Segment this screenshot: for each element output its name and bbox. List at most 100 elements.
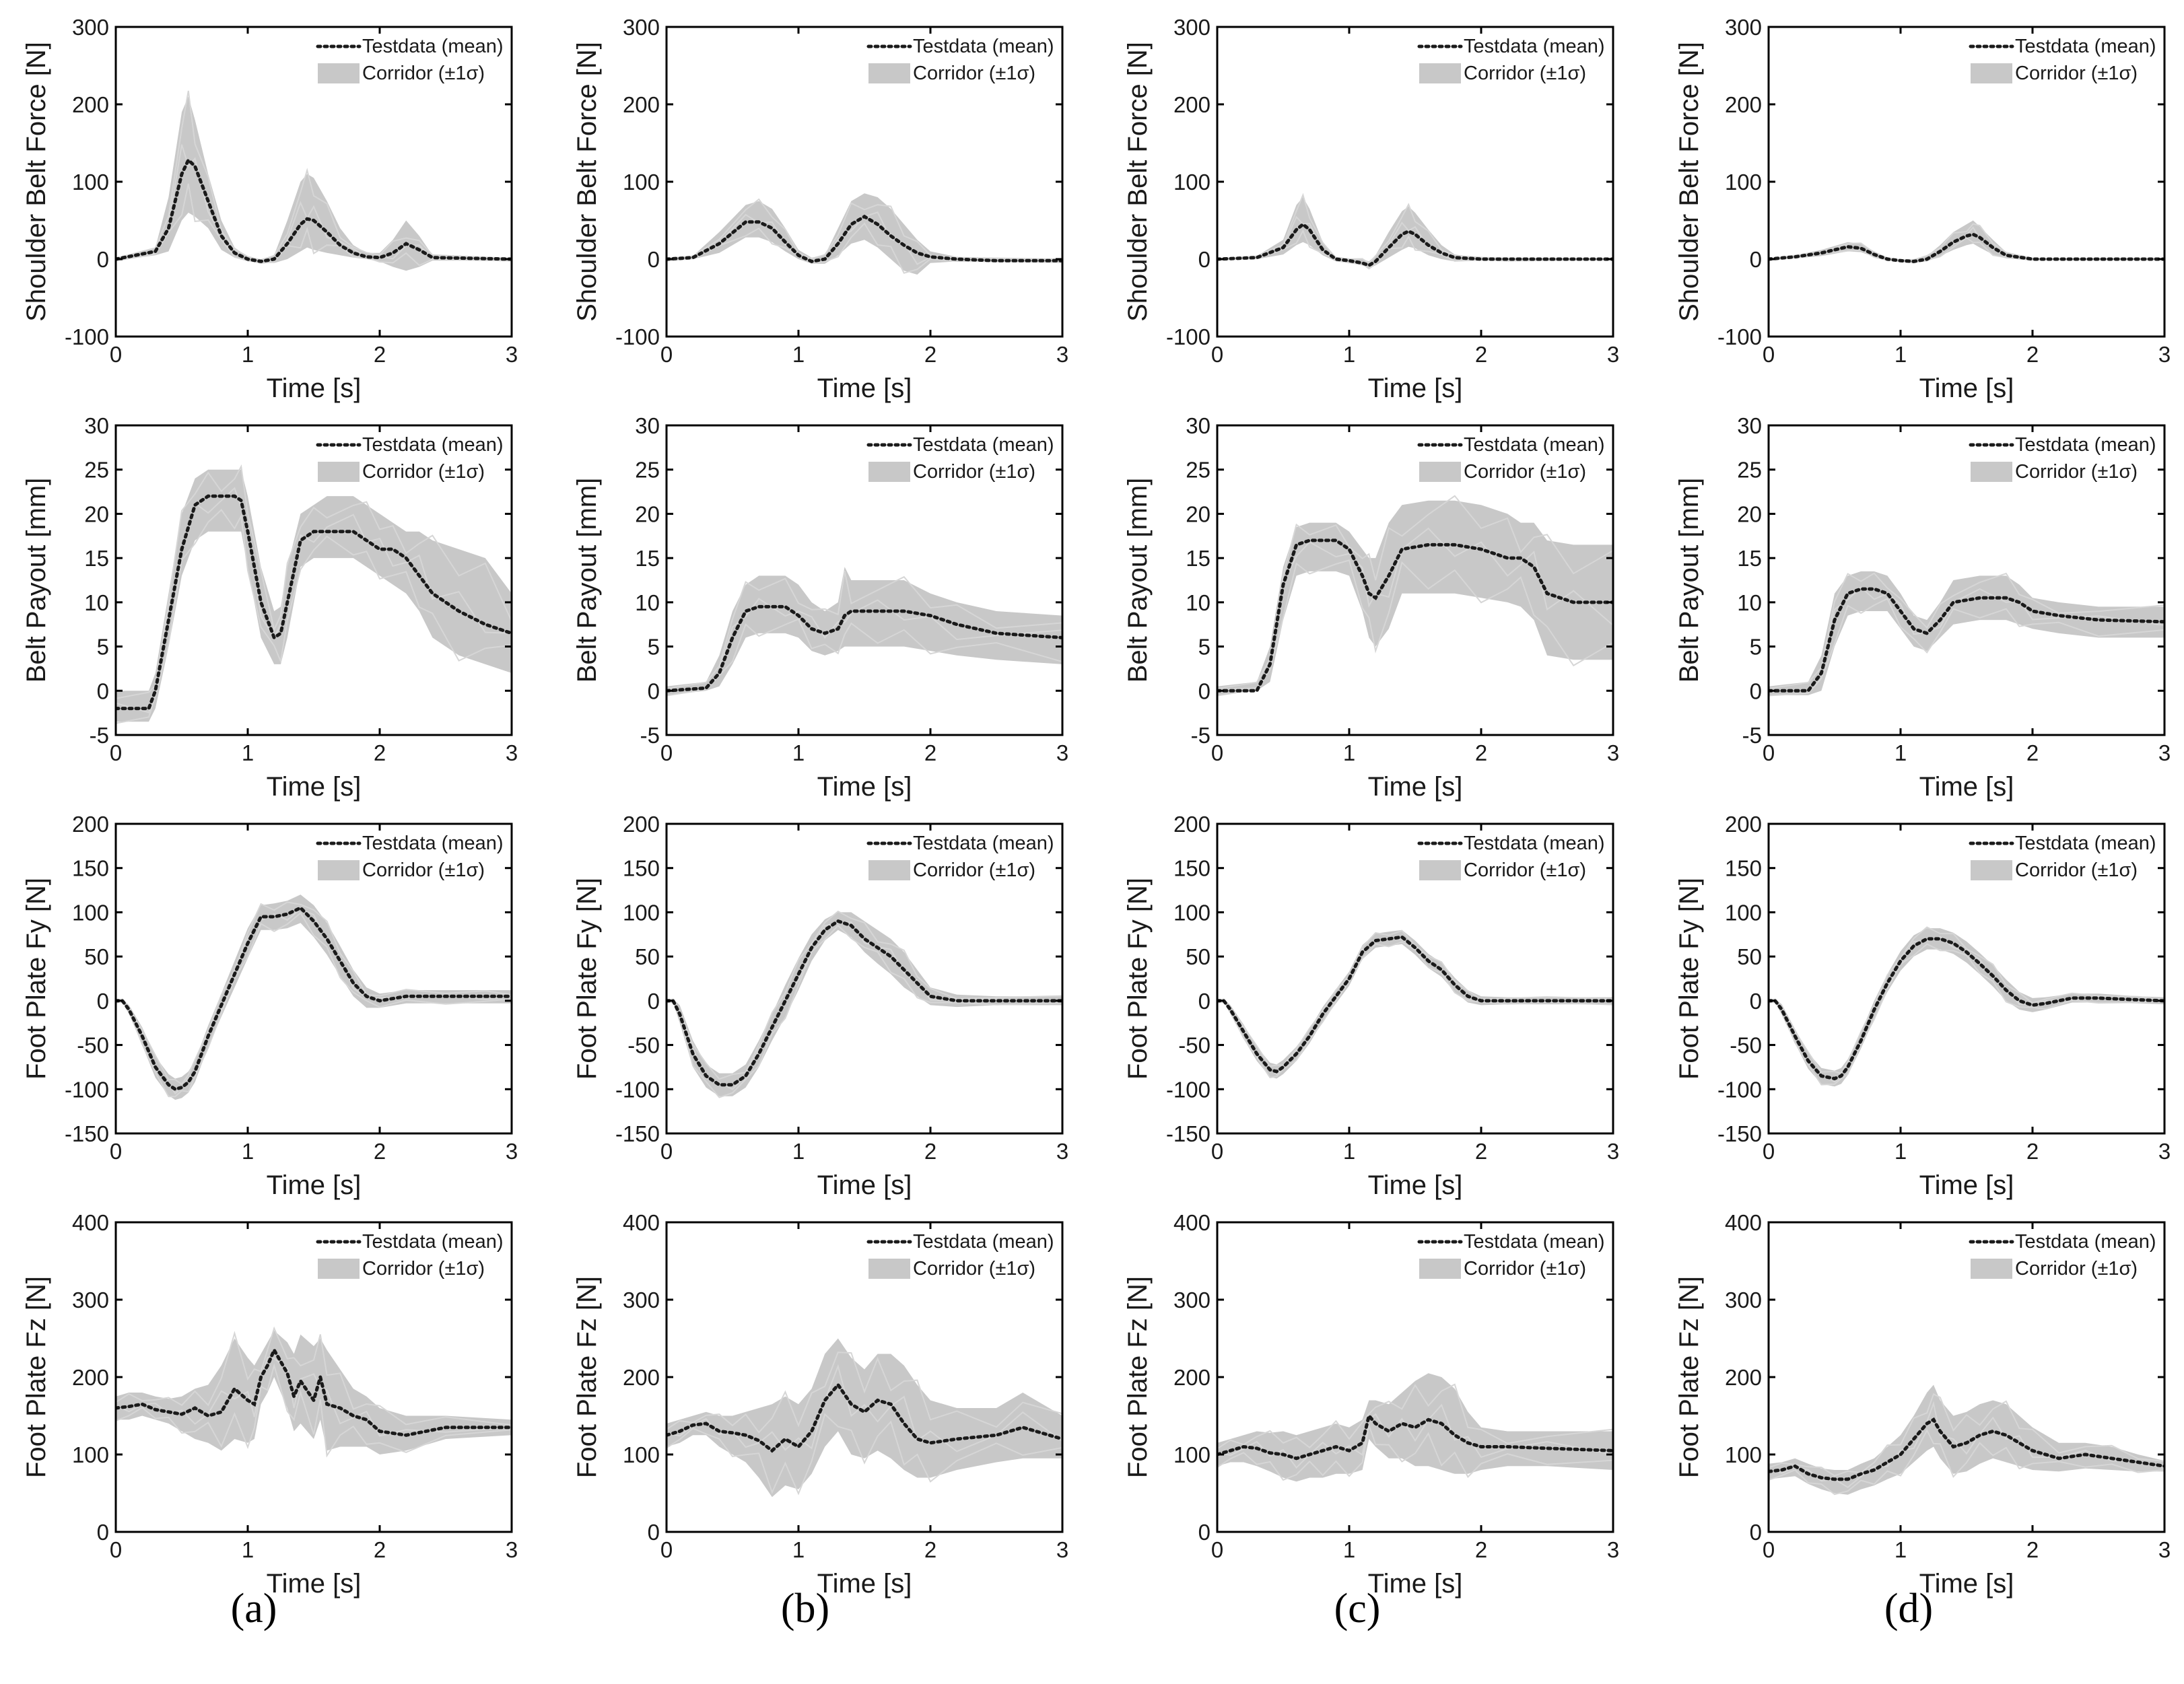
y-axis-label: Foot Plate Fy [N]: [22, 878, 51, 1080]
mean-line: [1769, 587, 2164, 693]
mean-line: [1769, 1417, 2164, 1481]
axes-box: [114, 424, 513, 736]
x-tick-label: 2: [2026, 342, 2039, 367]
y-tick-label: 50: [1737, 944, 1762, 969]
y-tick-label: 5: [97, 635, 109, 660]
x-tick-label: 1: [242, 342, 254, 367]
y-tick-label: 300: [1173, 1288, 1210, 1312]
panel-label-a: (a): [231, 1586, 277, 1632]
subplot-3-a: 0 1 2 3 -150 -100 -50 0 50 100 150 200 Time [s] Foot …: [22, 812, 518, 1200]
legend-corridor-swatch: [318, 63, 360, 83]
x-tick-label: 3: [2158, 342, 2171, 367]
subplot-3-b: 0 1 2 3 -150 -100 -50 0 50 100 150 200 Time [s] Foot …: [572, 812, 1068, 1200]
corridor-band: [1769, 220, 2164, 263]
legend-corridor-swatch: [868, 462, 910, 482]
y-tick-label: 150: [1725, 856, 1762, 881]
legend-corridor-swatch: [1419, 860, 1461, 880]
individual-test-trace: [1217, 936, 1613, 1076]
legend-corridor-swatch: [868, 1259, 910, 1279]
y-tick-label: -100: [1166, 324, 1210, 349]
plot-area: [1769, 571, 2164, 697]
x-tick-label: 1: [792, 1139, 805, 1164]
y-tick-label: 100: [1725, 900, 1762, 925]
corridor-band: [1769, 928, 2164, 1087]
axes-box: [1216, 424, 1614, 736]
x-axis-label: Time [s]: [1368, 772, 1463, 802]
y-tick-label: 150: [72, 856, 109, 881]
y-tick-label: 0: [97, 247, 109, 272]
y-tick-label: 200: [623, 812, 660, 837]
y-tick-label: 10: [635, 590, 660, 615]
x-axis-label: Time [s]: [1919, 1170, 2014, 1200]
x-tick-label: 1: [242, 740, 254, 765]
y-axis-label: Belt Payout [mm]: [1123, 478, 1153, 683]
axes-box: [1767, 822, 2166, 1135]
individual-test-trace: [667, 910, 1062, 1080]
y-axis-label: Foot Plate Fz [N]: [1674, 1276, 1704, 1478]
y-tick-label: 0: [1750, 1520, 1762, 1545]
legend-corridor-label: Corridor (±1σ): [362, 1258, 485, 1279]
individual-test-trace: [667, 571, 1062, 689]
x-tick-label: 3: [1056, 1139, 1068, 1164]
y-tick-label: 25: [635, 458, 660, 483]
corridor-band: [116, 469, 512, 722]
y-tick-label: 30: [635, 413, 660, 438]
legend-corridor-label: Corridor (±1σ): [362, 461, 485, 483]
individual-test-trace: [1217, 559, 1613, 697]
y-tick-label: -50: [77, 1033, 109, 1058]
x-tick-label: 2: [374, 1139, 386, 1164]
y-tick-label: 200: [623, 92, 660, 117]
x-tick-label: 3: [2158, 740, 2171, 765]
y-tick-label: 200: [1173, 92, 1210, 117]
legend-mean-label: Testdata (mean): [913, 36, 1054, 57]
y-tick-label: 300: [623, 1288, 660, 1312]
y-tick-label: -100: [65, 1077, 109, 1102]
y-tick-label: 5: [1750, 635, 1762, 660]
individual-test-trace: [116, 911, 512, 1098]
y-tick-label: -5: [90, 723, 109, 748]
y-tick-label: 100: [623, 900, 660, 925]
legend-mean-label: Testdata (mean): [362, 36, 504, 57]
x-tick-label: 2: [374, 740, 386, 765]
y-axis-label: Foot Plate Fz [N]: [572, 1276, 602, 1478]
y-tick-label: 200: [1725, 92, 1762, 117]
x-tick-label: 2: [1475, 1139, 1487, 1164]
legend-corridor-label: Corridor (±1σ): [2015, 461, 2138, 483]
y-tick-label: 0: [1198, 247, 1210, 272]
x-tick-label: 2: [1475, 1537, 1487, 1562]
mean-line: [1217, 935, 1613, 1074]
y-tick-label: 50: [1186, 944, 1210, 969]
x-tick-label: 1: [1343, 1139, 1355, 1164]
x-tick-label: 2: [924, 1139, 936, 1164]
x-tick-label: 0: [1211, 1537, 1223, 1562]
y-tick-label: 400: [1725, 1210, 1762, 1235]
y-tick-label: 10: [84, 590, 109, 615]
y-tick-label: 300: [1725, 15, 1762, 40]
legend-corridor-label: Corridor (±1σ): [913, 461, 1035, 483]
y-tick-label: 300: [1725, 1288, 1762, 1312]
individual-test-trace: [1769, 572, 2164, 689]
y-tick-label: -50: [627, 1033, 660, 1058]
y-axis-label: Shoulder Belt Force [N]: [1123, 42, 1153, 322]
x-tick-label: 1: [792, 342, 805, 367]
y-tick-label: 25: [1186, 458, 1210, 483]
individual-test-trace: [667, 211, 1062, 265]
individual-test-trace: [1217, 192, 1613, 265]
x-tick-label: 1: [242, 1139, 254, 1164]
individual-test-trace: [1217, 941, 1613, 1078]
x-tick-label: 0: [1763, 1537, 1775, 1562]
legend-corridor-swatch: [1971, 860, 2012, 880]
legend-corridor-label: Corridor (±1σ): [2015, 1258, 2138, 1279]
y-tick-label: -100: [615, 324, 660, 349]
individual-test-trace: [1217, 929, 1613, 1067]
individual-test-trace: [667, 1413, 1062, 1496]
y-tick-label: 20: [635, 501, 660, 526]
x-tick-label: 0: [110, 1139, 122, 1164]
legend-mean-label: Testdata (mean): [913, 434, 1054, 456]
axes-box: [1767, 424, 2166, 736]
y-tick-label: 0: [97, 989, 109, 1014]
corridor-band: [667, 1338, 1062, 1498]
